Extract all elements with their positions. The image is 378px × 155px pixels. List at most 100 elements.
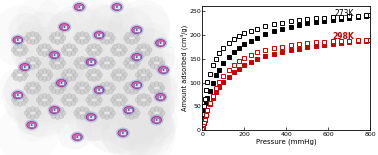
Ellipse shape (132, 27, 142, 33)
Circle shape (91, 51, 97, 57)
Circle shape (123, 86, 129, 91)
Circle shape (158, 58, 163, 62)
Circle shape (108, 110, 156, 155)
Circle shape (21, 69, 26, 75)
Circle shape (125, 33, 130, 38)
Circle shape (74, 79, 136, 142)
Circle shape (148, 86, 153, 91)
Circle shape (24, 86, 29, 91)
Circle shape (145, 100, 150, 106)
Circle shape (11, 47, 16, 53)
Circle shape (128, 67, 177, 117)
Circle shape (154, 82, 159, 86)
FancyBboxPatch shape (29, 123, 34, 127)
Circle shape (84, 64, 89, 69)
Circle shape (61, 47, 66, 53)
Circle shape (24, 60, 29, 66)
Circle shape (74, 86, 79, 91)
Circle shape (55, 89, 60, 95)
Circle shape (23, 67, 64, 109)
Circle shape (70, 75, 110, 114)
Circle shape (84, 38, 89, 44)
FancyBboxPatch shape (161, 68, 166, 72)
Circle shape (59, 38, 64, 44)
Circle shape (34, 89, 39, 93)
Circle shape (135, 60, 140, 66)
FancyBboxPatch shape (120, 131, 125, 135)
X-axis label: Pressure (mmHg): Pressure (mmHg) (256, 139, 317, 145)
Circle shape (101, 105, 155, 155)
Circle shape (37, 55, 91, 109)
Circle shape (137, 51, 142, 55)
Circle shape (127, 55, 163, 91)
Circle shape (100, 65, 132, 98)
Circle shape (37, 53, 67, 84)
Circle shape (31, 53, 68, 91)
Circle shape (51, 38, 56, 44)
Circle shape (86, 111, 91, 115)
FancyBboxPatch shape (52, 108, 57, 112)
Ellipse shape (152, 117, 161, 124)
Circle shape (30, 115, 35, 120)
Circle shape (21, 75, 26, 80)
Circle shape (108, 82, 113, 88)
Circle shape (63, 51, 68, 55)
Circle shape (96, 51, 101, 55)
Circle shape (101, 38, 105, 44)
Circle shape (71, 95, 76, 100)
Circle shape (136, 29, 138, 31)
Circle shape (83, 90, 145, 153)
Y-axis label: Amount adsorbed (cm³/g): Amount adsorbed (cm³/g) (180, 25, 188, 111)
Ellipse shape (48, 49, 62, 60)
FancyBboxPatch shape (88, 115, 94, 119)
FancyBboxPatch shape (158, 95, 163, 99)
Ellipse shape (122, 104, 136, 115)
FancyBboxPatch shape (74, 135, 80, 139)
Circle shape (45, 91, 78, 125)
Circle shape (71, 44, 76, 49)
Circle shape (17, 77, 22, 82)
Ellipse shape (118, 129, 128, 137)
Circle shape (59, 82, 64, 88)
Circle shape (149, 113, 174, 139)
Circle shape (46, 95, 51, 100)
Circle shape (13, 86, 63, 136)
Ellipse shape (13, 36, 23, 44)
Circle shape (137, 100, 142, 106)
Circle shape (81, 79, 132, 129)
Circle shape (51, 5, 102, 57)
Ellipse shape (18, 62, 32, 73)
Circle shape (72, 88, 102, 118)
FancyBboxPatch shape (76, 5, 82, 9)
Circle shape (35, 0, 75, 39)
Circle shape (105, 89, 110, 95)
Circle shape (76, 82, 81, 88)
Circle shape (116, 102, 121, 106)
Circle shape (68, 82, 109, 124)
FancyBboxPatch shape (62, 25, 67, 29)
Circle shape (156, 119, 158, 121)
Circle shape (101, 58, 105, 62)
Circle shape (80, 64, 85, 69)
Circle shape (113, 52, 170, 110)
Circle shape (145, 95, 150, 100)
Circle shape (135, 85, 170, 120)
Circle shape (15, 83, 70, 138)
Ellipse shape (132, 82, 142, 89)
Circle shape (23, 47, 28, 53)
Circle shape (16, 34, 70, 88)
Circle shape (86, 60, 91, 66)
Circle shape (30, 89, 35, 95)
Circle shape (74, 60, 79, 66)
Circle shape (68, 53, 93, 79)
Ellipse shape (86, 58, 96, 66)
Circle shape (118, 44, 158, 84)
Circle shape (160, 111, 165, 115)
Circle shape (113, 75, 118, 80)
FancyBboxPatch shape (134, 83, 139, 87)
Ellipse shape (130, 24, 144, 35)
Circle shape (38, 95, 43, 100)
Circle shape (21, 51, 26, 55)
Circle shape (83, 53, 131, 102)
Circle shape (88, 100, 93, 106)
